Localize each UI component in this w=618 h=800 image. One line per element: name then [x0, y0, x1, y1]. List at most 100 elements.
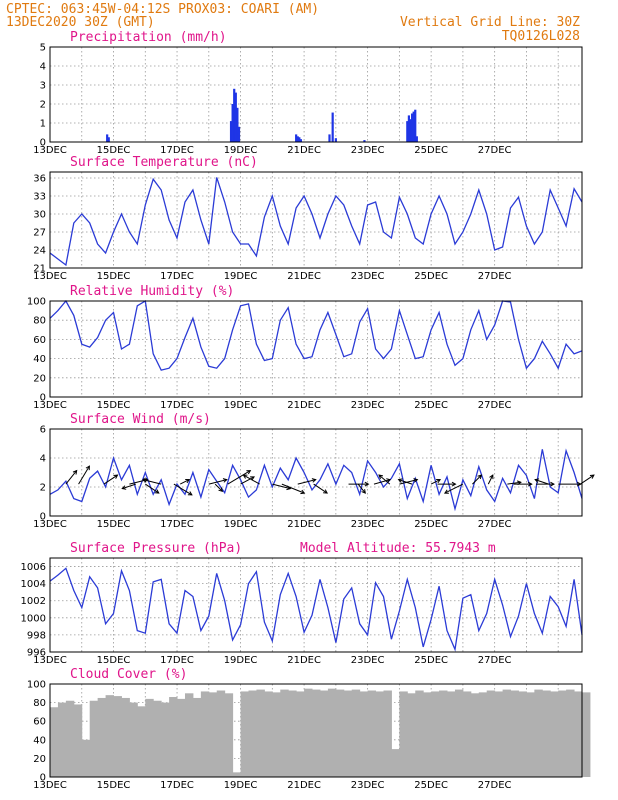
cloud-bar	[502, 689, 512, 777]
y-tick-label: 100	[27, 680, 46, 691]
y-tick-label: 3	[40, 81, 46, 92]
x-tick-label: 17DEC	[160, 145, 194, 156]
cloud-bar	[256, 689, 265, 777]
wind-arrow	[242, 474, 260, 485]
wind-series-line	[49, 448, 583, 512]
pressure-panel: 996 998 1000 1002 1004 1006 Surface Pressure (…	[21, 541, 583, 666]
cloud-panel: 0 20 40 60 80 100 Cloud Cover (%) 13DEC 15DEC 17D…	[27, 667, 591, 791]
x-tick-label: 19DEC	[224, 655, 258, 666]
cloud-bar	[280, 689, 289, 777]
precip-bar	[237, 126, 241, 142]
wind-arrow	[580, 474, 595, 485]
wind-arrow	[281, 483, 306, 495]
precip-bar	[334, 138, 337, 142]
x-tick-label: 23DEC	[351, 400, 385, 411]
x-tick-label: 15DEC	[97, 655, 131, 666]
x-tick-label: 17DEC	[160, 655, 194, 666]
precip-bar	[106, 134, 109, 142]
cloud-bar	[177, 698, 186, 777]
cloud-bar	[439, 690, 448, 777]
y-tick-label: 996	[27, 648, 46, 659]
precip-bar	[296, 136, 299, 142]
humidity-series-line	[49, 299, 583, 371]
x-tick-label: 15DEC	[97, 519, 131, 530]
cloud-bar	[89, 700, 99, 777]
wind-arrow	[214, 483, 224, 493]
wind-arrow	[430, 478, 442, 485]
header-grid-note: Vertical Grid Line: 30Z	[400, 15, 580, 30]
cloud-bar	[224, 693, 234, 777]
y-tick-label: 27	[33, 228, 46, 239]
x-tick-label: 21DEC	[287, 400, 321, 411]
x-tick-label: 13DEC	[33, 400, 67, 411]
x-tick-label: 25DEC	[414, 655, 448, 666]
y-tick-label: 5	[40, 43, 46, 54]
header-date: 13DEC2020 30Z (GMT)	[6, 15, 155, 30]
x-tick-label: 23DEC	[351, 519, 385, 530]
cloud-bar	[208, 692, 218, 777]
cloud-bar	[534, 689, 543, 777]
x-tick-label: 15DEC	[97, 780, 131, 791]
precip-bar	[414, 109, 417, 142]
wind-arrow	[437, 481, 457, 487]
precip-bar	[406, 121, 409, 142]
wind-arrow	[487, 474, 494, 485]
cloud-bar	[351, 689, 361, 777]
x-tick-label: 25DEC	[414, 780, 448, 791]
wind-arrow	[65, 469, 78, 485]
cloud-bar	[216, 690, 226, 777]
wind-arrow	[313, 483, 328, 494]
wind-arrow	[179, 478, 191, 485]
cloud-bar	[335, 689, 345, 777]
y-tick-label: 4	[40, 454, 46, 465]
precipitation-title: Precipitation (mm/h)	[70, 30, 227, 45]
header: CPTEC: 063:45W-04:12S PROX03: COARI (AM)…	[6, 2, 580, 44]
y-tick-label: 40	[33, 735, 46, 746]
x-tick-label: 21DEC	[287, 519, 321, 530]
header-code: TQ0126L028	[502, 29, 580, 44]
y-tick-label: 20	[33, 754, 46, 765]
cloud-bar	[558, 690, 567, 777]
wind-arrow	[297, 478, 317, 485]
humidity-panel: 0 20 40 60 80 100 Relative Humidity (%) 13DEC 15…	[27, 284, 583, 411]
cloud-bar	[145, 698, 154, 777]
x-tick-label: 13DEC	[33, 655, 67, 666]
wind-frame	[49, 428, 583, 517]
x-tick-label: 23DEC	[351, 780, 385, 791]
temperature-title: Surface Temperature (nC)	[70, 155, 258, 170]
cloud-bar	[184, 693, 194, 777]
cloud-bar	[200, 691, 210, 777]
cloud-bar	[81, 739, 91, 777]
cloud-bar	[375, 691, 384, 777]
wind-arrow	[399, 478, 419, 485]
y-tick-label: 1	[40, 119, 46, 130]
precip-bar	[410, 113, 414, 142]
wind-arrow	[103, 474, 119, 485]
wind-arrow	[208, 478, 228, 485]
cloud-bar	[518, 691, 527, 777]
cloud-bar	[50, 707, 59, 777]
y-tick-label: 6	[40, 425, 46, 436]
cloud-title: Cloud Cover (%)	[70, 667, 187, 682]
precip-bar	[295, 134, 298, 142]
cloud-bar	[137, 706, 146, 777]
x-tick-label: 19DEC	[224, 780, 258, 791]
y-tick-label: 0	[40, 773, 46, 784]
precip-bar	[412, 111, 415, 142]
wind-arrow	[142, 478, 162, 485]
panels: 0 1 2 3 4 5 Precipitation (mm/h) 13DEC 15DEC 17DE…	[21, 30, 595, 791]
wind-arrow	[173, 483, 193, 496]
y-tick-label: 0	[40, 512, 46, 523]
y-tick-label: 20	[33, 373, 46, 384]
y-tick-label: 33	[33, 192, 46, 203]
cloud-bar	[57, 702, 67, 777]
humidity-frame	[49, 300, 583, 398]
x-tick-label: 17DEC	[160, 519, 194, 530]
x-tick-label: 27DEC	[478, 655, 512, 666]
x-tick-label: 27DEC	[478, 780, 512, 791]
precipitation-panel: 0 1 2 3 4 5 Precipitation (mm/h) 13DEC 15DEC 17DE…	[33, 30, 583, 156]
cloud-bar	[240, 691, 249, 777]
cloud-bar	[399, 691, 408, 777]
x-tick-label: 27DEC	[478, 400, 512, 411]
